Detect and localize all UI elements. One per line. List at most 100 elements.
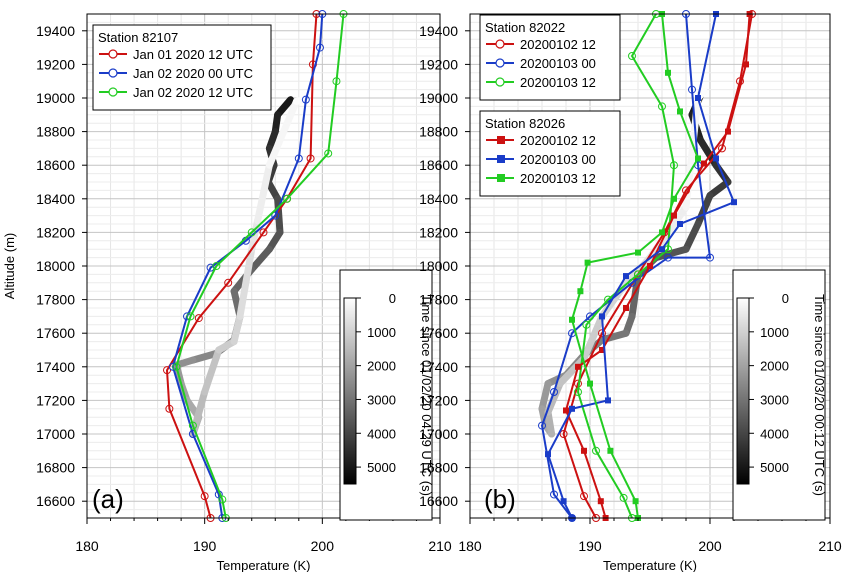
data-point — [599, 313, 605, 320]
colorbar-tick-label: 4000 — [760, 426, 789, 441]
y-tick-label: 16600 — [36, 493, 75, 509]
x-axis-label: Temperature (K) — [603, 558, 697, 572]
y-tick-label: 16800 — [36, 460, 75, 476]
series-line — [165, 13, 318, 519]
legend-swatch-marker — [108, 49, 118, 59]
data-point — [559, 430, 568, 438]
y-tick-label: 17000 — [36, 426, 75, 442]
data-point — [194, 314, 203, 323]
data-point — [569, 316, 575, 323]
data-point — [623, 305, 629, 311]
panel-a: 180 190 200 210 16600 16800 17000 17200 17400 176… — [2, 10, 452, 573]
legend-swatch-marker — [495, 58, 505, 68]
data-point — [713, 155, 719, 162]
trajectory-segment — [580, 312, 606, 362]
data-point — [658, 102, 666, 111]
trajectory-segment — [236, 245, 256, 320]
legend-entry: 20200102 12 — [520, 37, 596, 52]
legend-swatch-marker — [495, 77, 505, 87]
y-tick-label: 18600 — [419, 157, 458, 173]
y-tick-label: 18400 — [36, 191, 75, 207]
trajectory-segment — [544, 380, 564, 416]
legend-entry: Jan 02 2020 12 UTC — [133, 85, 253, 100]
y-tick-label: 18200 — [36, 224, 75, 240]
y-tick-label: 17800 — [36, 292, 75, 308]
data-point — [592, 446, 600, 455]
data-point — [550, 490, 558, 499]
panel-b: 180 190 200 210 16600 16800 17000 17200 17400 176… — [419, 10, 842, 573]
data-point — [301, 95, 310, 104]
data-point — [718, 144, 726, 153]
data-point — [664, 253, 672, 262]
series-line — [576, 13, 676, 519]
data-point — [743, 61, 749, 68]
y-tick-label: 19400 — [36, 23, 75, 39]
y-tick-label: 17200 — [36, 392, 75, 408]
panel-label: (b) — [484, 484, 516, 514]
trajectory-segment — [682, 220, 702, 253]
data-point — [731, 199, 737, 206]
y-tick-label: 18800 — [419, 124, 458, 140]
data-point — [597, 498, 604, 505]
data-point — [659, 229, 665, 236]
y-tick-label: 18200 — [419, 224, 458, 240]
series-2 — [172, 10, 348, 522]
data-point — [647, 263, 653, 269]
colorbar: 0 1000 2000 3000 4000 5000 Time since 01/02/20… — [339, 269, 434, 521]
y-tick-label: 16800 — [419, 460, 458, 476]
data-point — [665, 69, 671, 76]
legend-swatch-marker — [108, 68, 118, 78]
data-point — [271, 211, 280, 220]
colorbar-tick-label: 3000 — [760, 392, 789, 407]
y-tick-label: 18800 — [36, 124, 75, 140]
x-tick-label: 210 — [428, 538, 452, 554]
y-tick-label: 17400 — [419, 359, 458, 375]
x-tick-label: 180 — [75, 538, 99, 554]
colorbar-tick-label: 0 — [389, 291, 396, 306]
trajectory-segment — [664, 203, 690, 236]
x-tick-label: 200 — [698, 538, 722, 554]
legend: Station 82022 20200102 12 20200103 00 20200… — [479, 14, 621, 101]
trajectory-segment — [189, 349, 220, 364]
y-tick-label: 17600 — [419, 325, 458, 341]
colorbar: 0 1000 2000 3000 4000 5000 Time since 01/03/20… — [732, 269, 827, 521]
data-point — [294, 154, 303, 163]
data-point — [188, 421, 197, 430]
x-axis-label: Temperature (K) — [217, 558, 311, 572]
legend-box — [479, 110, 621, 197]
data-point — [315, 43, 324, 52]
trajectory-segment — [254, 161, 273, 225]
data-point — [324, 149, 333, 158]
colorbar-tick-label: 5000 — [367, 460, 396, 475]
data-point — [247, 228, 256, 237]
legend-swatch-marker — [108, 87, 118, 97]
colorbar-tick-label: 1000 — [760, 325, 789, 340]
data-point — [172, 362, 181, 371]
y-tick-label: 19000 — [36, 90, 75, 106]
legend-entry: 20200103 00 — [520, 152, 596, 167]
trajectory-segment — [248, 245, 273, 273]
colorbar-gradient — [736, 297, 750, 485]
data-point — [634, 270, 642, 279]
legend-swatch-marker — [497, 136, 505, 144]
y-tick-label: 18000 — [419, 258, 458, 274]
y-tick-label: 19000 — [419, 90, 458, 106]
data-point — [569, 405, 575, 412]
legend: Station 82107 Jan 01 2020 12 UTC Jan 02 20… — [92, 24, 272, 111]
trajectory-segment — [598, 329, 630, 344]
trajectory-segment — [706, 178, 732, 199]
data-point — [224, 278, 233, 287]
data-point — [599, 347, 605, 353]
trajectory-segment — [189, 388, 209, 438]
data-point — [218, 495, 227, 504]
trajectory-segment — [230, 312, 244, 346]
data-point — [701, 160, 707, 167]
legend-entry: 20200103 12 — [520, 75, 596, 90]
trajectory-segment — [628, 270, 642, 320]
data-point — [619, 493, 628, 502]
data-point — [671, 195, 677, 202]
series-2 — [574, 10, 678, 522]
data-point — [206, 263, 215, 272]
colorbar-tick-label: 5000 — [760, 460, 789, 475]
